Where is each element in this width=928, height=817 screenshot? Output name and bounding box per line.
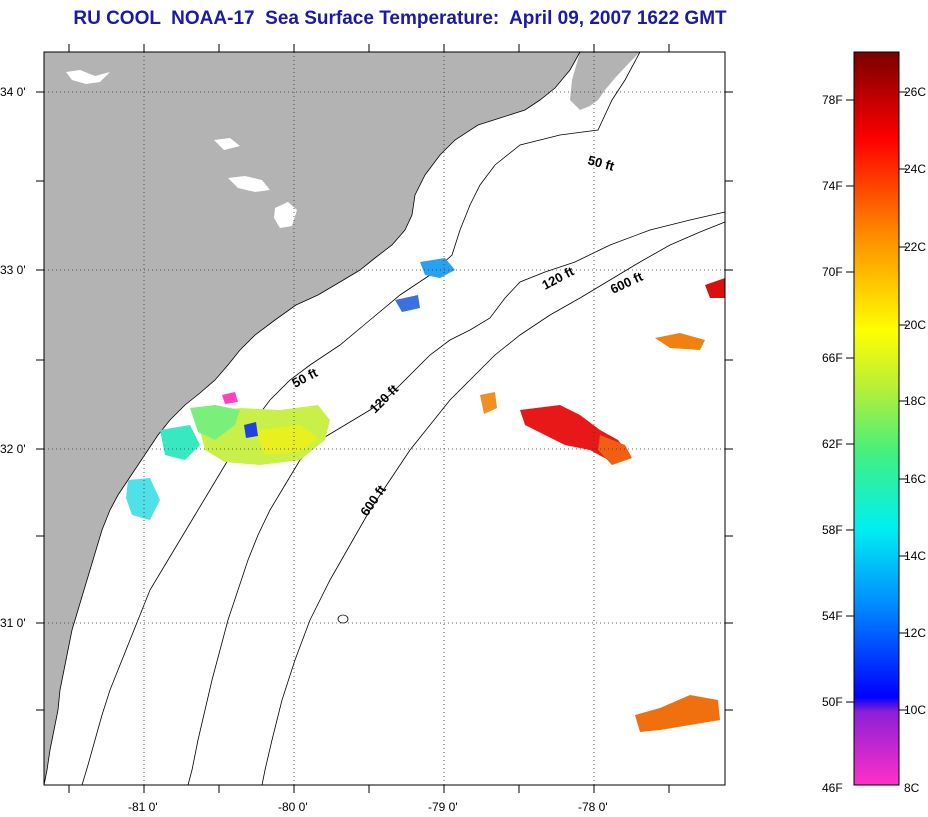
sst-patch-cool	[244, 422, 258, 438]
colorbar-c-label: 22C	[904, 240, 927, 254]
lat-label: 33 0'	[0, 263, 26, 277]
colorbar-c-label: 26C	[904, 85, 927, 99]
colorbar-f-label: 46F	[822, 781, 843, 795]
sst-patch-cool	[395, 295, 420, 312]
colorbar-c-label: 8C	[904, 781, 920, 795]
colorbar-f-label: 62F	[822, 437, 843, 451]
colorbar-f-label: 50F	[822, 695, 843, 709]
lat-label: 31 0'	[0, 616, 26, 630]
graticule	[44, 52, 725, 785]
colorbar-c-label: 14C	[904, 549, 927, 563]
sst-patch-warm	[598, 435, 632, 465]
lake	[214, 138, 240, 150]
colorbar-f-label: 58F	[822, 523, 843, 537]
lake	[228, 176, 270, 192]
sst-patch-cool	[420, 258, 455, 278]
sst-patch-cool	[126, 478, 160, 520]
lake	[274, 202, 297, 228]
colorbar-c-label: 12C	[904, 626, 927, 640]
sst-patch-cool	[190, 405, 240, 440]
colorbar-f-label: 54F	[822, 609, 843, 623]
lake	[66, 70, 110, 84]
colorbar	[853, 51, 900, 786]
land-cape	[570, 52, 640, 110]
land-mass	[44, 52, 580, 785]
colorbar-c-label: 24C	[904, 162, 927, 176]
colorbar-c-label: 16C	[904, 472, 927, 486]
sst-patch-warm	[635, 695, 720, 732]
ticks	[36, 44, 733, 793]
sst-patch-warm	[705, 278, 725, 298]
colorbar-f-label: 66F	[822, 351, 843, 365]
contour-loop	[337, 614, 349, 624]
sst-patch-cool	[160, 425, 200, 460]
lon-label: -79 0'	[428, 800, 458, 814]
sst-patch-cool	[255, 425, 318, 455]
colorbar-c-label: 18C	[904, 394, 927, 408]
colorbar-ticks	[846, 91, 907, 711]
map-frame	[43, 51, 726, 786]
sst-patch-warm	[480, 392, 497, 414]
contour-50ft	[81, 51, 641, 786]
coastline	[43, 51, 581, 786]
lon-label: -80 0'	[278, 800, 308, 814]
lat-label: 34 0'	[0, 85, 26, 99]
colorbar-f-label: 70F	[822, 265, 843, 279]
lon-label: -81 0'	[128, 800, 158, 814]
map-title: RU COOL NOAA-17 Sea Surface Temperature:…	[73, 8, 727, 29]
sst-patch-warm	[655, 333, 705, 350]
sst-patch-cool	[222, 392, 238, 404]
colorbar-f-label: 78F	[822, 93, 843, 107]
colorbar-c-label: 10C	[904, 703, 927, 717]
colorbar-c-label: 20C	[904, 318, 927, 332]
contour-600ft	[261, 221, 726, 786]
colorbar-f-label: 74F	[822, 179, 843, 193]
lon-label: -78 0'	[578, 800, 608, 814]
lat-label: 32 0'	[0, 442, 26, 456]
contour-120ft	[187, 211, 726, 786]
